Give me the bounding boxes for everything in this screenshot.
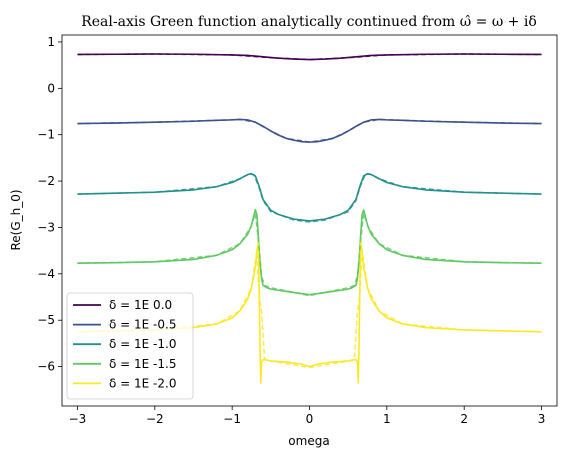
y-tick-label: 0 xyxy=(47,81,55,95)
y-tick-label: −2 xyxy=(37,174,55,188)
dashed-series-line-2 xyxy=(77,173,542,223)
y-tick-label: −1 xyxy=(37,128,55,142)
x-tick-label: −3 xyxy=(69,412,87,426)
legend-box xyxy=(66,292,194,400)
x-tick-label: 3 xyxy=(538,412,546,426)
legend-label-0: δ = 1E 0.0 xyxy=(109,298,172,312)
dashed-series-line-4 xyxy=(77,250,542,369)
legend-label-2: δ = 1E -1.0 xyxy=(109,337,176,351)
y-tick-label: −6 xyxy=(37,360,55,374)
chart-title: Real-axis Green function analytically co… xyxy=(81,14,537,30)
x-tick-label: −2 xyxy=(146,412,164,426)
series-line-2 xyxy=(77,172,542,222)
plot-frame xyxy=(61,34,558,407)
y-axis-label: Re(G_h_0) xyxy=(9,189,23,250)
x-tick-label: 1 xyxy=(383,412,391,426)
dashed-series-line-1 xyxy=(77,118,542,143)
y-tick-label: −4 xyxy=(37,267,55,281)
y-tick-label: −3 xyxy=(37,220,55,234)
legend-label-3: δ = 1E -1.5 xyxy=(109,357,176,371)
legend-label-1: δ = 1E -0.5 xyxy=(109,318,176,332)
series-line-4 xyxy=(77,240,542,384)
series-layer xyxy=(77,53,542,384)
x-axis-ticks: −3 −2 −1 0 1 2 3 xyxy=(69,406,546,426)
x-tick-label: −1 xyxy=(223,412,241,426)
legend-label-4: δ = 1E -2.0 xyxy=(109,376,176,390)
y-axis-ticks: 1 0 −1 −2 −3 −4 −5 −6 xyxy=(37,35,62,374)
dashed-series-line-3 xyxy=(77,213,542,297)
dashed-series-line-0 xyxy=(77,53,542,61)
legend: δ = 1E 0.0 δ = 1E -0.5 δ = 1E -1.0 δ = 1E -… xyxy=(66,292,194,400)
x-axis-label: omega xyxy=(288,434,329,448)
y-tick-label: 1 xyxy=(47,35,55,49)
x-tick-label: 0 xyxy=(306,412,314,426)
series-line-3 xyxy=(77,209,542,296)
y-tick-label: −5 xyxy=(37,313,55,327)
x-tick-label: 2 xyxy=(460,412,468,426)
